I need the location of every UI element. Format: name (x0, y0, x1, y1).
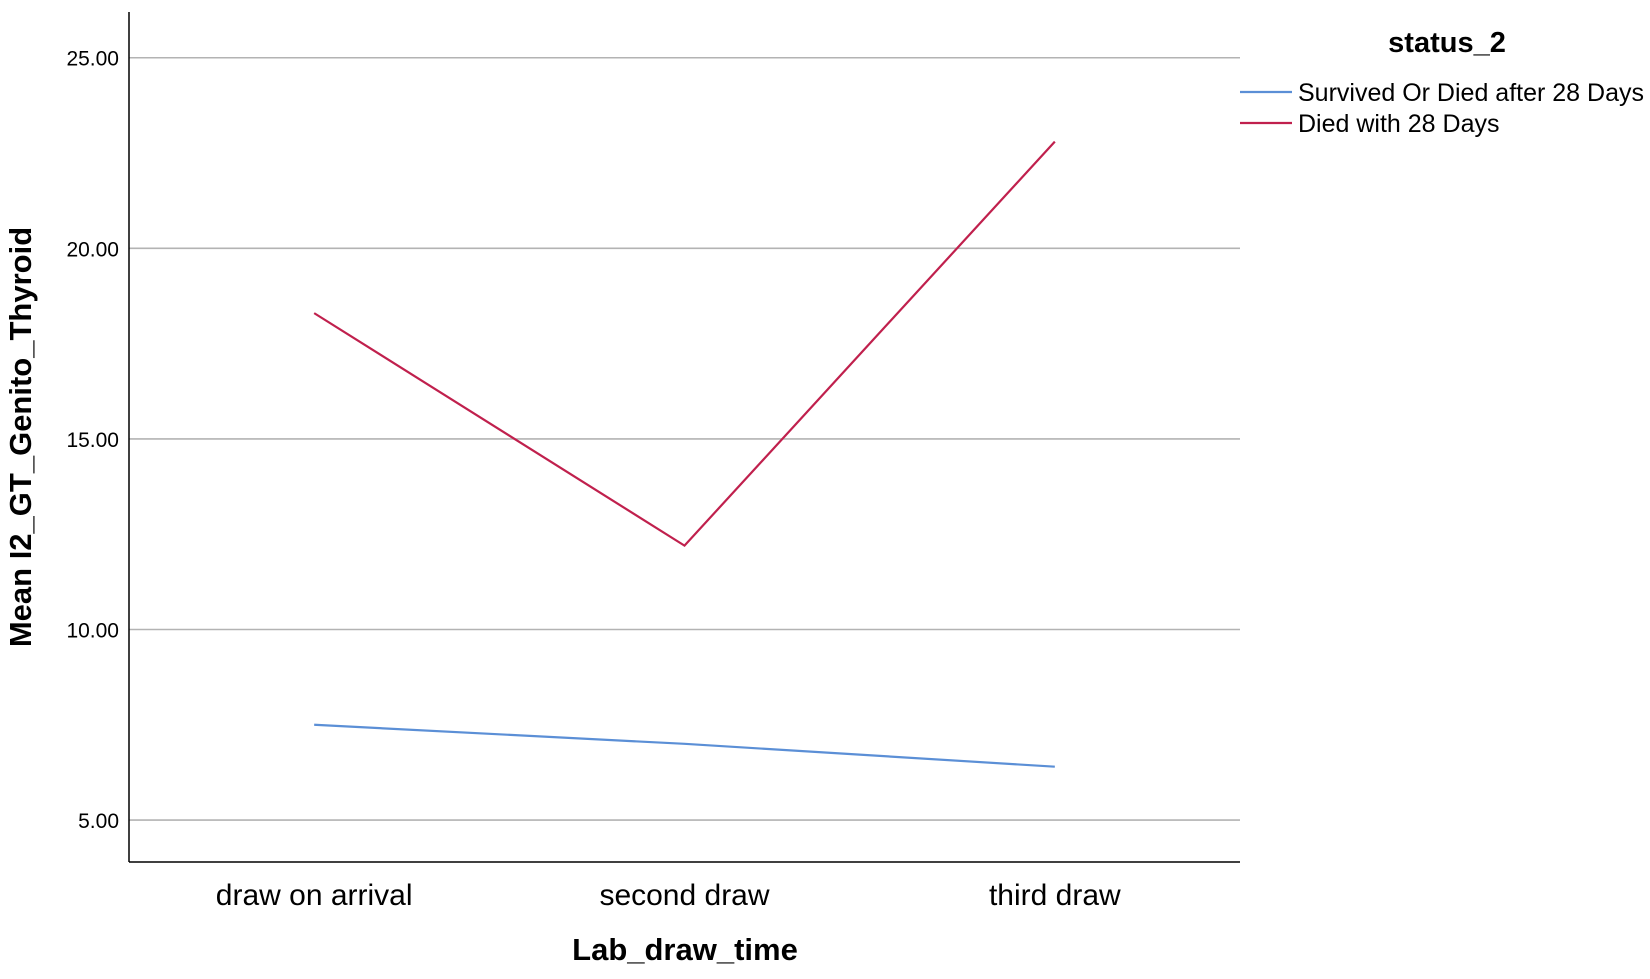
y-tick-label: 15.00 (66, 429, 119, 452)
series-line-1 (314, 723, 1055, 768)
series-line-2 (313, 140, 1056, 548)
y-tick-label: 5.00 (78, 810, 119, 833)
x-tick-labels: draw on arrival second draw third draw (216, 879, 1121, 912)
x-tick-label: second draw (599, 879, 769, 912)
legend-label: Died with 28 Days (1298, 110, 1499, 138)
x-tick-label: draw on arrival (216, 879, 413, 912)
axes (128, 12, 1240, 863)
legend-title: status_2 (1388, 27, 1506, 59)
legend: status_2 Survived Or Died after 28 Days D… (1240, 27, 1644, 138)
y-tick-label: 10.00 (66, 619, 119, 642)
y-tick-label: 20.00 (66, 238, 119, 261)
y-axis-title: Mean I2_GT_Genito_Thyroid (3, 227, 38, 647)
legend-label: Survived Or Died after 28 Days (1298, 79, 1644, 107)
y-tick-labels: 5.00 10.00 15.00 20.00 25.00 (66, 48, 119, 833)
gridlines (129, 56, 1240, 821)
series-lines (313, 140, 1056, 768)
x-axis-title: Lab_draw_time (572, 932, 798, 967)
x-tick-label: third draw (989, 879, 1121, 912)
y-tick-label: 25.00 (66, 48, 119, 71)
